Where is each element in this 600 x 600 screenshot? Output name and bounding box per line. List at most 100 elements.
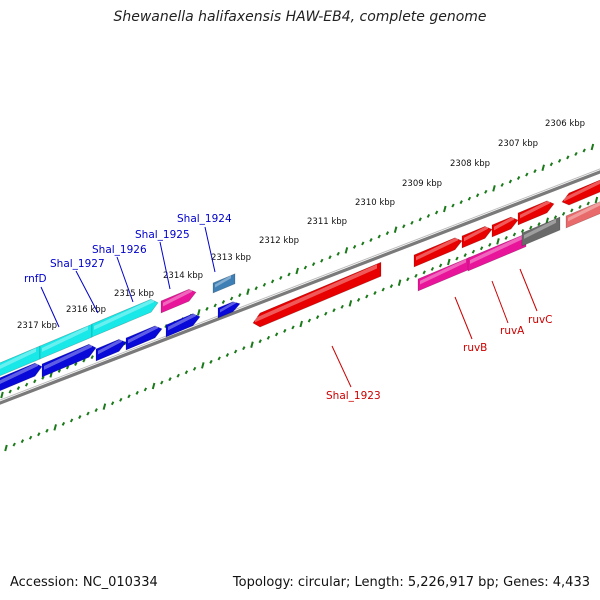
genome-backbone [0, 168, 600, 405]
outer-track-minor-tick [410, 220, 414, 225]
inner-track-major-tick [151, 382, 156, 390]
inner-track-minor-tick [463, 253, 467, 258]
inner-track-minor-tick [283, 328, 287, 333]
gene-leader-line-8 [491, 280, 509, 324]
inner-track-minor-tick [61, 421, 66, 426]
cds-cyan-2-shine [42, 326, 88, 352]
outer-track-minor-tick [566, 155, 570, 160]
gene-label-9: ruvC [528, 314, 553, 326]
inner-track-minor-tick [561, 211, 566, 216]
outer-track-minor-tick [279, 275, 283, 280]
kbp-labels: 2306 kbp 2307 kbp 2308 kbp 2309 kbp 2310 kbp… [17, 119, 585, 331]
gene-leader-line-2 [75, 270, 99, 314]
outer-track-minor-tick [320, 258, 324, 263]
cds-cyan-3 [91, 298, 159, 338]
outer-track-minor-tick [426, 213, 431, 218]
cds-blue-3-shine [98, 338, 122, 355]
cds-red-shal1923-shine [255, 264, 377, 323]
inner-track-minor-tick [176, 373, 180, 378]
cds-red-d-shine [520, 199, 550, 219]
gene-leader-line-7 [454, 296, 473, 340]
outer-track-major-tick [295, 267, 299, 275]
outer-track-minor-tick [484, 189, 488, 194]
outer-track-minor-tick [254, 286, 258, 291]
outer-track-minor-tick [24, 382, 29, 387]
inner-track-major-tick [102, 403, 107, 410]
inner-track-minor-tick [258, 339, 262, 344]
cds-blue-6 [217, 301, 241, 319]
cds-features [0, 179, 600, 392]
inner-track-minor-tick [86, 411, 90, 416]
gene-label-4: Shal_1925 [135, 229, 190, 241]
gene-leader-line-5 [204, 226, 216, 273]
cds-blue-5-shine [168, 312, 196, 331]
inner-track-minor-tick [143, 387, 148, 392]
cds-blue-2 [41, 343, 97, 378]
inner-track-minor-tick [529, 225, 533, 230]
outer-track-minor-tick [525, 172, 529, 177]
gene-leader-line-4 [159, 241, 171, 290]
inner-track-minor-tick [110, 401, 115, 406]
cds-blue-4 [125, 325, 163, 351]
inner-track-minor-tick [28, 435, 33, 440]
cds-blue-5 [165, 313, 201, 338]
inner-track-minor-tick [20, 439, 25, 444]
outer-track-minor-tick [508, 179, 513, 184]
cds-blue-6-shine [220, 300, 236, 313]
outer-track-minor-tick [90, 355, 94, 360]
cds-red-shal1923 [252, 261, 382, 328]
outer-track-minor-tick [213, 303, 217, 308]
outer-track-minor-tick [516, 176, 521, 180]
inner-track-major-tick [299, 320, 303, 328]
kbp-label-8: 2313 kbp [211, 253, 251, 263]
inner-track-minor-tick [406, 277, 410, 282]
kbp-label-11: 2316 kbp [66, 305, 106, 315]
gene-leader-line-3 [116, 256, 134, 303]
cds-blue-4-shine [128, 324, 158, 344]
gene-label-3: Shal_1926 [92, 244, 147, 256]
kbp-label-5: 2310 kbp [355, 198, 395, 208]
inner-track-minor-tick [553, 215, 558, 220]
inner-track-minor-tick [537, 222, 541, 227]
gene-label-1: rnfD [24, 273, 47, 285]
inner-track-minor-tick [135, 390, 139, 395]
inner-track-minor-tick [119, 397, 123, 402]
inner-track-minor-tick [365, 294, 369, 299]
inner-track-minor-tick [488, 242, 492, 247]
inner-track-minor-tick [242, 346, 246, 351]
outer-track-major-tick [344, 247, 349, 254]
outer-track-minor-tick [574, 151, 578, 156]
cds-red-a [413, 237, 463, 268]
kbp-label-2: 2307 kbp [498, 139, 538, 149]
inner-track-minor-tick [512, 232, 517, 237]
outer-track-minor-tick [74, 362, 78, 366]
outer-track-minor-tick [459, 200, 463, 205]
outer-track-minor-tick [311, 262, 316, 267]
gene-leader-line-9 [519, 268, 538, 312]
outer-track-major-tick [590, 143, 595, 151]
outer-track-minor-tick [385, 231, 390, 236]
cds-cyan-3-shine [94, 298, 154, 330]
outer-track-minor-tick [434, 210, 439, 215]
outer-track-minor-tick [65, 365, 70, 370]
gene-label-6: Shal_1923 [326, 390, 381, 402]
tick-track-outer [0, 143, 595, 399]
outer-track-minor-tick [328, 255, 332, 260]
cds-red-c [491, 216, 519, 238]
inner-track-minor-tick [455, 256, 459, 261]
gene-label-8: ruvA [500, 325, 525, 337]
cds-gray-ruvC-shine [524, 218, 556, 239]
kbp-label-7: 2312 kbp [259, 236, 299, 246]
gene-label-2: Shal_1927 [50, 258, 105, 270]
inner-track-minor-tick [414, 273, 418, 278]
outer-track-major-tick [492, 185, 496, 192]
outer-track-minor-tick [557, 158, 562, 163]
inner-track-minor-tick [274, 332, 279, 337]
outer-track-minor-tick [352, 244, 357, 249]
kbp-label-3: 2308 kbp [450, 159, 490, 169]
inner-track-minor-tick [479, 246, 484, 251]
inner-track-minor-tick [324, 311, 328, 316]
tick-track-inner [4, 196, 599, 452]
